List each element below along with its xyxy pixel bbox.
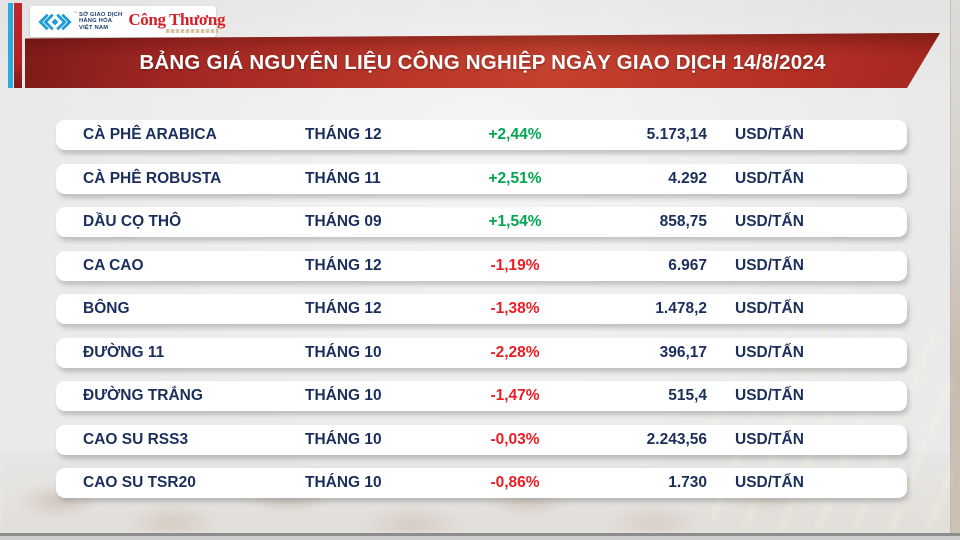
table-row: CA CAO THÁNG 12 -1,19% 6.967 USD/TẤN <box>56 250 907 281</box>
price-table: CÀ PHÊ ARABICA THÁNG 12 +2,44% 5.173,14 … <box>56 120 907 512</box>
mxv-logo-icon <box>38 13 72 30</box>
commodity-name: CAO SU TSR20 <box>83 474 196 491</box>
contract-month: THÁNG 10 <box>305 430 382 448</box>
logo-card: ™ SỞ GIAO DỊCH HÀNG HÓA VIỆT NAM Công Th… <box>30 6 225 37</box>
background-photo-right-edge <box>950 0 960 533</box>
price-unit: USD/TẤN <box>735 213 804 230</box>
table-row: CAO SU RSS3 THÁNG 10 -0,03% 2.243,56 USD… <box>56 424 907 455</box>
contract-month: THÁNG 10 <box>305 343 382 361</box>
change-percent: -1,38% <box>490 300 540 317</box>
price-value: 5.173,14 <box>646 126 707 143</box>
commodity-name: CAO SU RSS3 <box>83 430 189 448</box>
price-unit: USD/TẤN <box>735 474 804 491</box>
commodity-name: BÔNG <box>83 300 130 317</box>
table-row: DẦU CỌ THÔ THÁNG 09 +1,54% 858,75 USD/TẤ… <box>56 207 907 237</box>
table-row: ĐƯỜNG TRẮNG THÁNG 10 -1,47% 515,4 USD/TẤ… <box>56 381 907 411</box>
mxv-logo-line: SỞ GIAO DỊCH <box>79 11 123 18</box>
change-percent: -0,03% <box>490 430 540 448</box>
table-row: CÀ PHÊ ROBUSTA THÁNG 11 +2,51% 4.292 USD… <box>56 163 907 194</box>
price-value: 396,17 <box>659 343 707 361</box>
price-unit: USD/TẤN <box>735 343 804 361</box>
price-value: 6.967 <box>668 256 707 274</box>
commodity-name: DẦU CỌ THÔ <box>83 213 182 230</box>
bottom-divider-line <box>0 533 960 536</box>
price-value: 4.292 <box>668 169 707 187</box>
contract-month: THÁNG 09 <box>305 213 382 230</box>
contract-month: THÁNG 12 <box>305 256 382 274</box>
table-row: CAO SU TSR20 THÁNG 10 -0,86% 1.730 USD/T… <box>56 468 907 498</box>
contract-month: THÁNG 10 <box>305 387 382 404</box>
price-value: 1.730 <box>668 474 707 491</box>
table-row: CÀ PHÊ ARABICA THÁNG 12 +2,44% 5.173,14 … <box>56 120 907 150</box>
change-percent: -0,86% <box>490 474 540 491</box>
change-percent: +1,54% <box>488 213 542 230</box>
price-unit: USD/TẤN <box>735 169 804 187</box>
commodity-name: CÀ PHÊ ARABICA <box>83 126 217 143</box>
congthuong-logo-subtext-strip <box>166 28 219 33</box>
change-percent: -1,47% <box>490 387 540 404</box>
trademark-mark: ™ <box>73 10 77 15</box>
accent-stripe-cyan <box>8 3 13 88</box>
commodity-name: CÀ PHÊ ROBUSTA <box>83 169 222 187</box>
page-title: BẢNG GIÁ NGUYÊN LIỆU CÔNG NGHIỆP NGÀY GI… <box>139 50 826 74</box>
change-percent: -2,28% <box>490 343 540 361</box>
congthuong-logo-text: Công Thương <box>128 9 226 29</box>
commodity-name: ĐƯỜNG TRẮNG <box>83 387 203 404</box>
price-unit: USD/TẤN <box>735 387 804 404</box>
title-banner: BẢNG GIÁ NGUYÊN LIỆU CÔNG NGHIỆP NGÀY GI… <box>25 33 940 88</box>
mxv-logo-line: VIỆT NAM <box>79 24 109 31</box>
mxv-logo-line: HÀNG HÓA <box>79 18 113 25</box>
accent-stripe-red <box>14 3 22 88</box>
price-value: 2.243,56 <box>646 430 707 448</box>
congthuong-logo: Công Thương <box>128 11 225 33</box>
mxv-logo-text: SỞ GIAO DỊCH HÀNG HÓA VIỆT NAM <box>79 12 122 32</box>
price-value: 1.478,2 <box>655 300 707 317</box>
commodity-name: ĐƯỜNG 11 <box>83 343 165 361</box>
change-percent: +2,51% <box>488 169 542 187</box>
price-unit: USD/TẤN <box>735 256 804 274</box>
contract-month: THÁNG 12 <box>305 126 382 143</box>
contract-month: THÁNG 11 <box>305 169 381 187</box>
contract-month: THÁNG 10 <box>305 474 382 491</box>
price-unit: USD/TẤN <box>735 300 804 317</box>
change-percent: +2,44% <box>488 126 542 143</box>
bottom-bar <box>0 535 960 540</box>
price-unit: USD/TẤN <box>735 430 804 448</box>
price-value: 515,4 <box>668 387 707 404</box>
contract-month: THÁNG 12 <box>305 300 382 317</box>
commodity-name: CA CAO <box>83 256 144 274</box>
table-row: BÔNG THÁNG 12 -1,38% 1.478,2 USD/TẤN <box>56 294 907 324</box>
change-percent: -1,19% <box>490 256 540 274</box>
price-unit: USD/TẤN <box>735 126 804 143</box>
table-row: ĐƯỜNG 11 THÁNG 10 -2,28% 396,17 USD/TẤN <box>56 337 907 368</box>
price-value: 858,75 <box>659 213 707 230</box>
